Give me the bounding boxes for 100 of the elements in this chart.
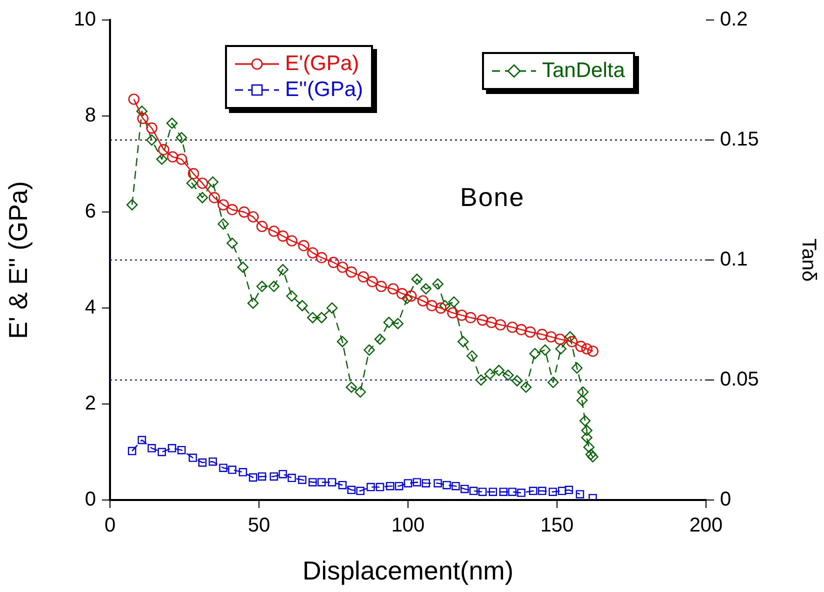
point	[218, 199, 229, 210]
point	[460, 484, 469, 494]
point	[493, 364, 504, 376]
point	[270, 472, 278, 481]
point	[338, 480, 347, 490]
y-tick-label: 10	[74, 8, 96, 31]
point	[168, 444, 176, 452]
legend-label: TanDelta	[542, 58, 625, 84]
point	[548, 376, 559, 388]
point	[484, 368, 496, 380]
point	[146, 122, 158, 134]
point	[411, 274, 423, 285]
point	[588, 494, 597, 500]
point	[585, 448, 597, 460]
point	[146, 134, 158, 146]
point	[308, 478, 317, 486]
point	[196, 178, 208, 189]
point	[226, 238, 238, 249]
point	[587, 346, 598, 357]
point	[466, 350, 478, 362]
point	[376, 280, 387, 292]
point	[539, 344, 551, 356]
point	[316, 312, 328, 324]
point	[326, 302, 338, 314]
point	[396, 288, 408, 300]
x-axis-title: Displacement(nm)	[302, 556, 514, 586]
point	[417, 295, 428, 306]
point	[494, 319, 506, 330]
point	[186, 178, 198, 189]
point	[576, 394, 588, 406]
point	[388, 283, 399, 294]
point	[277, 230, 288, 242]
point	[587, 451, 598, 462]
point	[268, 226, 280, 237]
point	[579, 415, 591, 426]
point	[383, 316, 395, 328]
point	[208, 457, 217, 466]
point	[138, 436, 146, 444]
point	[499, 488, 508, 496]
point	[128, 446, 136, 456]
point	[576, 490, 584, 498]
y2-tick-label: 0	[720, 488, 732, 511]
y-tick-label: 8	[84, 104, 96, 127]
y-tick-label: 4	[84, 296, 96, 319]
point	[422, 479, 430, 488]
y-axis-title: E' & E'' (GPa)	[2, 181, 33, 339]
point	[529, 486, 538, 496]
point	[148, 444, 156, 452]
point	[317, 478, 326, 486]
point	[412, 478, 422, 486]
x-tick-label: 150	[540, 514, 574, 537]
point	[447, 307, 458, 318]
point	[226, 204, 238, 216]
point	[176, 132, 188, 144]
point	[228, 466, 236, 474]
point	[166, 118, 178, 129]
point	[434, 479, 442, 488]
point	[247, 298, 259, 309]
point	[296, 300, 308, 312]
point	[448, 296, 460, 308]
point	[307, 247, 318, 258]
point	[346, 266, 357, 278]
x-tick-label: 0	[104, 514, 116, 537]
point	[517, 488, 526, 497]
point	[177, 446, 186, 454]
point	[478, 488, 487, 496]
point	[336, 336, 348, 348]
point	[248, 473, 258, 482]
point	[218, 218, 229, 230]
annotation: Bone	[460, 182, 525, 213]
point	[554, 334, 566, 345]
y2-tick-label: 0.15	[720, 128, 759, 151]
point	[486, 316, 498, 328]
point	[571, 362, 583, 374]
point	[364, 344, 375, 356]
point	[126, 199, 138, 210]
point	[426, 300, 438, 312]
point	[328, 478, 336, 486]
point	[476, 314, 488, 326]
point	[298, 240, 310, 252]
point	[347, 486, 356, 494]
point	[316, 252, 328, 264]
y2-tick-label: 0.2	[720, 8, 748, 31]
x-tick-label: 200	[689, 514, 723, 537]
point	[524, 326, 536, 338]
point	[575, 340, 586, 352]
point	[475, 374, 487, 386]
point	[128, 94, 140, 105]
legend-label: E''(GPa)	[285, 77, 364, 103]
point	[520, 382, 532, 393]
point	[394, 482, 404, 490]
point	[358, 271, 369, 282]
point	[464, 312, 476, 324]
point	[508, 488, 516, 496]
point	[307, 312, 318, 324]
legend-label: E'(GPa)	[285, 51, 360, 77]
point	[442, 480, 451, 490]
point	[538, 486, 546, 496]
point	[456, 310, 468, 321]
y-tick-label: 0	[84, 488, 96, 511]
